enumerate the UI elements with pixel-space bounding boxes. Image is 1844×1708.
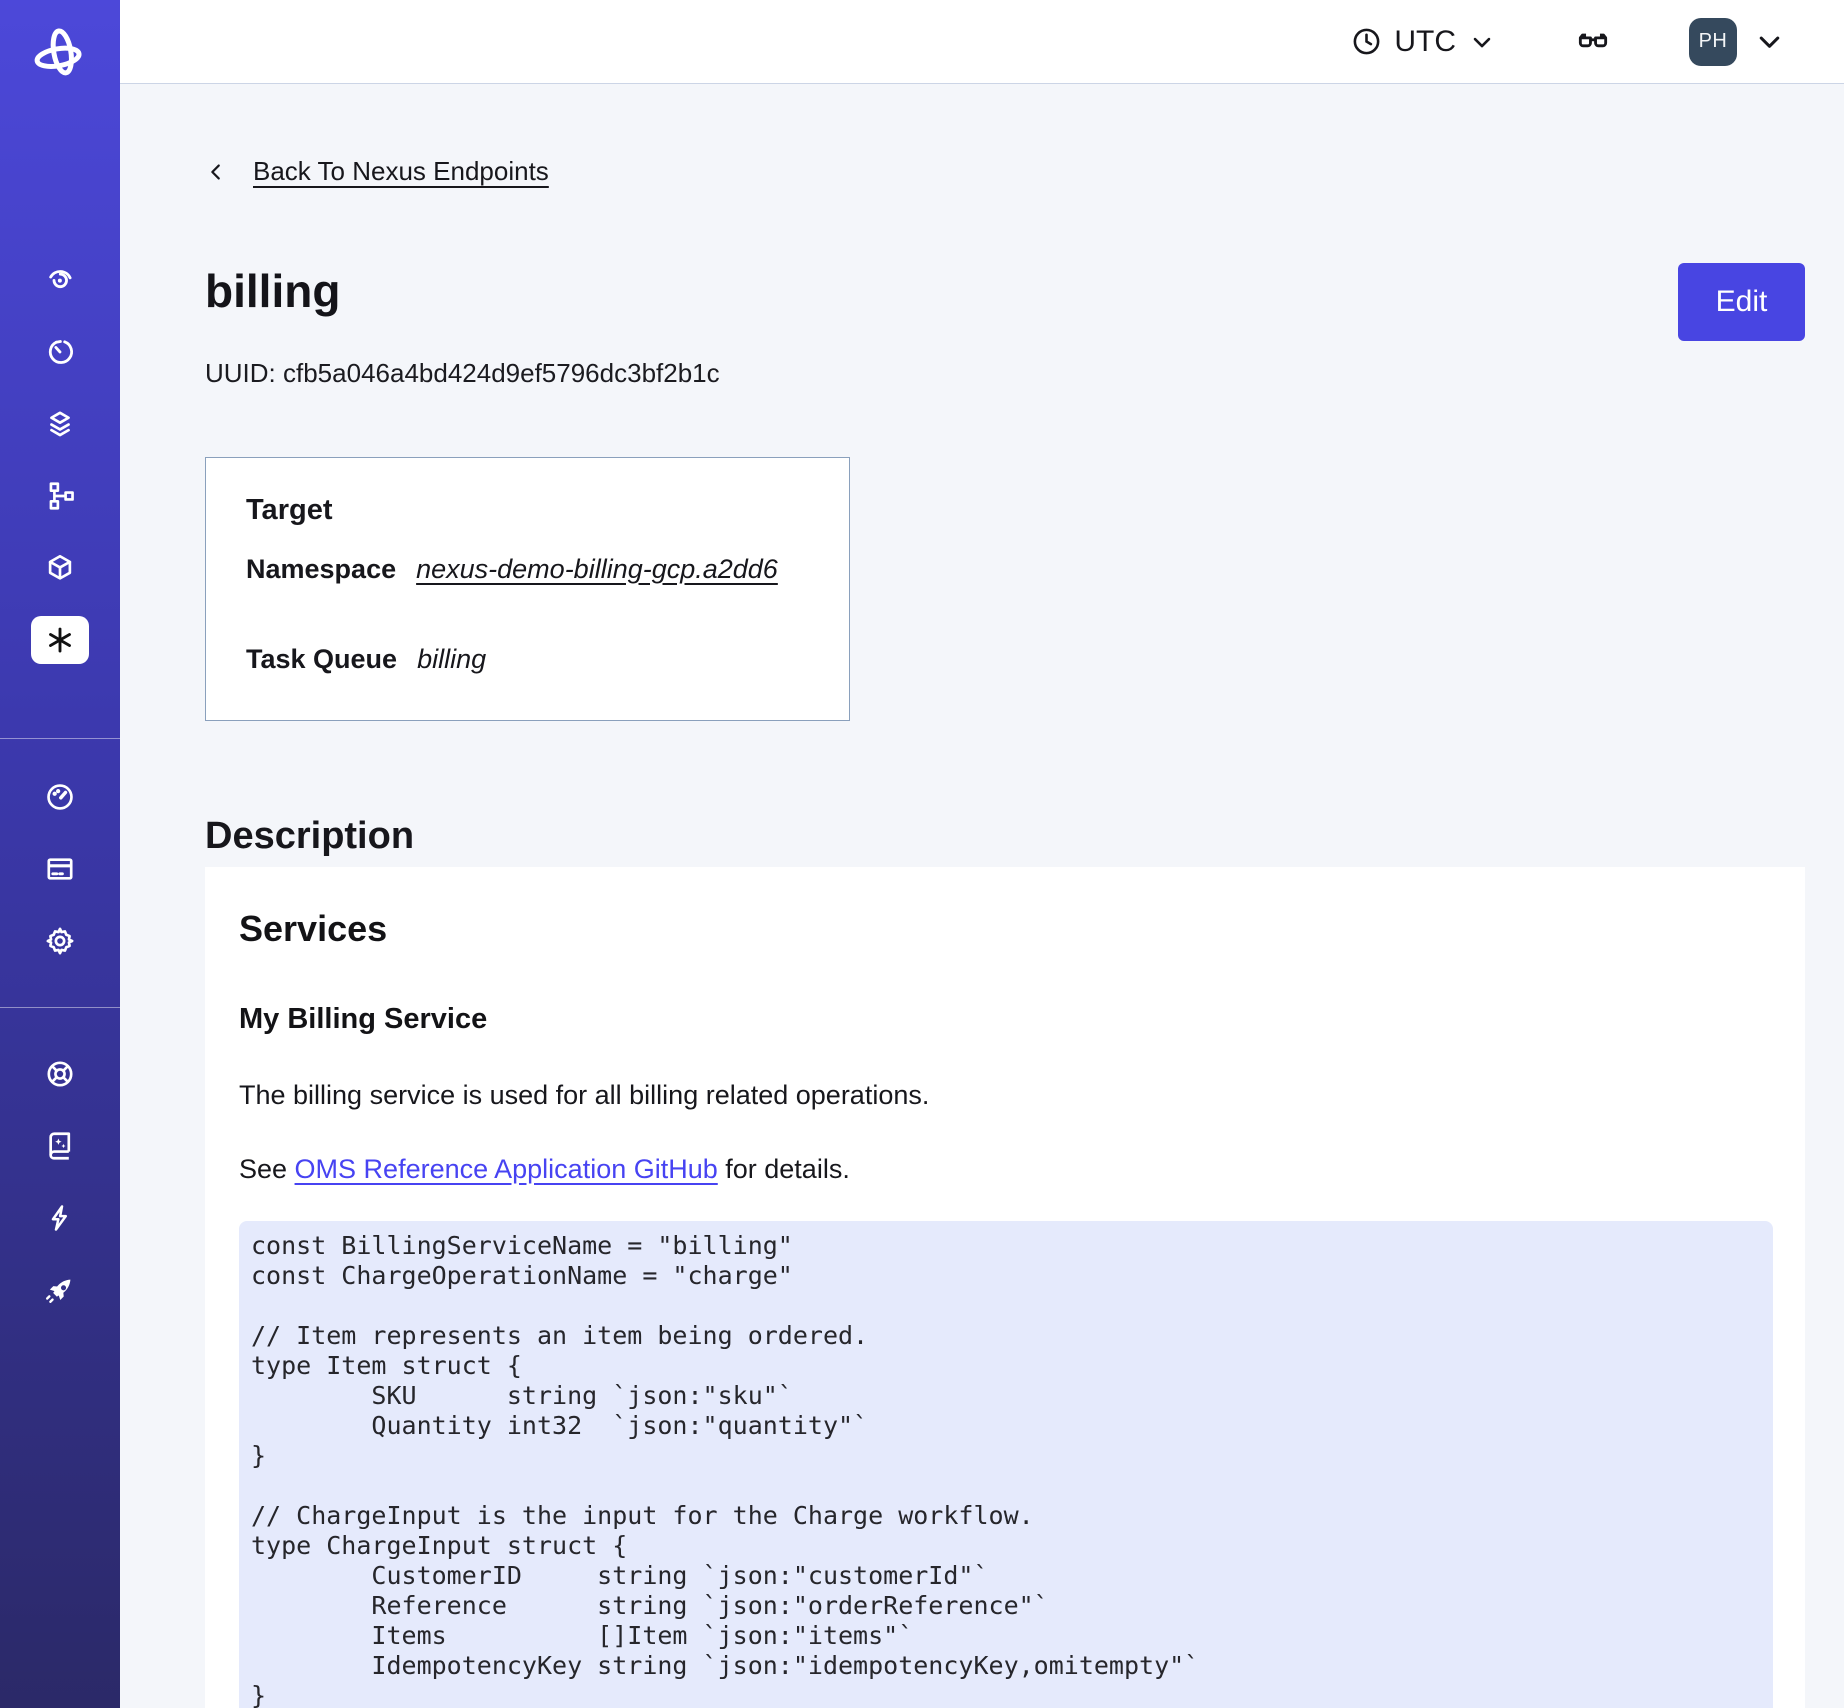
sidebar-item-settings[interactable] — [36, 917, 84, 965]
timezone-selector[interactable]: UTC — [1351, 25, 1496, 59]
sidebar-divider — [0, 1007, 120, 1008]
target-heading: Target — [246, 494, 333, 526]
sidebar-item-schedules[interactable] — [36, 328, 84, 376]
namespace-row: Namespace nexus-demo-billing-gcp.a2dd6 — [246, 552, 809, 586]
book-sparkle-icon — [49, 1132, 71, 1160]
sidebar-help-nav — [36, 1050, 84, 1338]
content-column: UTC PH — [120, 0, 1844, 1708]
asterisk-nexus-icon — [49, 627, 71, 653]
sidebar-item-docs[interactable] — [36, 1122, 84, 1170]
credit-card-icon — [47, 858, 73, 880]
code-line: CustomerID string `json:"customerId"` — [251, 1561, 989, 1590]
sidebar-item-batch-operations[interactable] — [36, 472, 84, 520]
task-queue-row: Task Queue billing — [246, 642, 809, 676]
layers-icon — [50, 411, 70, 437]
sidebar-item-home[interactable] — [33, 28, 87, 82]
chevron-down-icon — [1473, 37, 1491, 47]
spiral-eye-icon — [49, 270, 72, 289]
timer-icon — [48, 340, 73, 364]
chevron-left-icon[interactable] — [205, 159, 227, 185]
services-heading: Services — [239, 908, 388, 949]
see-details-text: See OMS Reference Application GitHub for… — [239, 1153, 1773, 1185]
workflow-graph-icon — [49, 482, 74, 510]
sidebar-item-archive[interactable] — [36, 544, 84, 592]
labs-toggle-button[interactable] — [1574, 23, 1612, 61]
timezone-label: UTC — [1394, 24, 1456, 58]
edit-button[interactable]: Edit — [1678, 263, 1805, 341]
code-line: } — [251, 1441, 267, 1470]
speedometer-icon — [47, 784, 73, 810]
cube-icon — [48, 554, 72, 580]
gear-icon — [46, 927, 74, 955]
sidebar-account-nav — [36, 773, 84, 989]
see-suffix: for details. — [717, 1154, 850, 1184]
task-queue-label: Task Queue — [246, 644, 398, 674]
glasses-icon — [1578, 33, 1608, 47]
service-description-text: The billing service is used for all bill… — [239, 1080, 930, 1110]
sidebar-main-nav — [31, 256, 89, 688]
rocket-icon — [46, 1279, 71, 1303]
page-title: billing — [205, 265, 341, 317]
code-line: const BillingServiceName = "billing" — [251, 1231, 793, 1260]
sidebar-item-usage[interactable] — [36, 773, 84, 821]
back-navigation: Back To Nexus Endpoints — [205, 156, 1805, 187]
description-heading: Description — [205, 815, 415, 857]
code-line: type ChargeInput struct { — [251, 1531, 628, 1560]
code-block: const BillingServiceName = "billing" cons… — [239, 1221, 1773, 1708]
code-line — [251, 1471, 1757, 1501]
sidebar-item-lightning[interactable] — [36, 1194, 84, 1242]
life-ring-icon — [47, 1061, 73, 1087]
sidebar-item-workflows[interactable] — [36, 256, 84, 304]
topbar: UTC PH — [120, 0, 1844, 84]
namespace-label: Namespace — [246, 554, 397, 584]
code-line — [251, 1291, 1757, 1321]
description-card: Services My Billing Service The billing … — [205, 867, 1805, 1708]
main-content: Back To Nexus Endpoints billing Edit UUI… — [120, 84, 1844, 1708]
chevron-down-icon — [1759, 36, 1780, 48]
code-line: // Item represents an item being ordered… — [251, 1321, 869, 1350]
sidebar-item-getting-started[interactable] — [36, 1266, 84, 1314]
user-avatar[interactable]: PH — [1689, 17, 1737, 66]
sidebar-item-nexus[interactable] — [31, 616, 89, 664]
namespace-link[interactable]: nexus-demo-billing-gcp.a2dd6 — [416, 554, 778, 584]
code-line: type Item struct { — [251, 1351, 522, 1380]
target-card: Target Namespace nexus-demo-billing-gcp.… — [205, 457, 850, 721]
code-line: SKU string `json:"sku"` — [251, 1381, 793, 1410]
sidebar-divider — [0, 738, 120, 739]
code-line: IdempotencyKey string `json:"idempotency… — [251, 1651, 1200, 1680]
user-menu[interactable]: PH — [1689, 17, 1786, 66]
code-line: // ChargeInput is the input for the Char… — [251, 1501, 1034, 1530]
sidebar-item-deployments[interactable] — [36, 400, 84, 448]
lightning-icon — [51, 1205, 67, 1231]
code-line: } — [251, 1681, 267, 1708]
oms-github-link[interactable]: OMS Reference Application GitHub — [294, 1154, 718, 1184]
sidebar-item-support[interactable] — [36, 1050, 84, 1098]
see-prefix: See — [239, 1154, 295, 1184]
sidebar — [0, 0, 120, 1708]
clock-icon — [1353, 28, 1380, 55]
endpoint-uuid: UUID: cfb5a046a4bd424d9ef5796dc3bf2b1c — [205, 358, 720, 388]
temporal-logo — [34, 28, 82, 76]
code-line: const ChargeOperationName = "charge" — [251, 1261, 793, 1290]
sidebar-item-billing[interactable] — [36, 845, 84, 893]
page-header: billing Edit — [205, 263, 1805, 341]
back-to-nexus-endpoints-link[interactable]: Back To Nexus Endpoints — [253, 156, 549, 186]
task-queue-value: billing — [417, 644, 487, 674]
code-line: Quantity int32 `json:"quantity"` — [251, 1411, 869, 1440]
code-line: Reference string `json:"orderReference"` — [251, 1591, 1049, 1620]
code-line: Items []Item `json:"items"` — [251, 1621, 914, 1650]
service-name-heading: My Billing Service — [239, 1003, 488, 1035]
